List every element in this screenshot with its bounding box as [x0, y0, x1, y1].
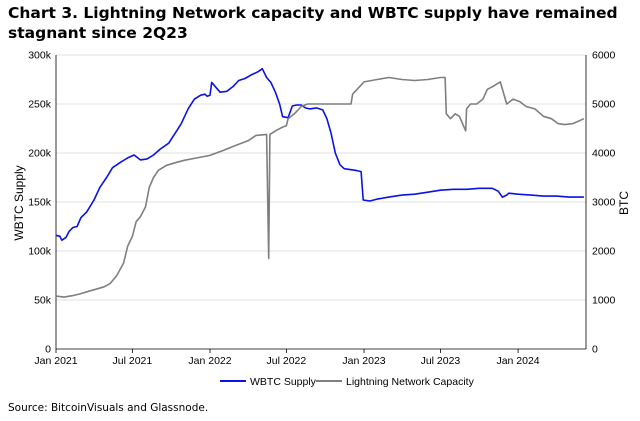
left-tick-label: 0 [45, 344, 51, 356]
series-lines [55, 67, 585, 298]
chart-axes [55, 55, 587, 350]
wbtc-supply-line [55, 67, 584, 241]
left-tick-label: 50k [34, 295, 52, 307]
chart-legend: WBTC Supply Lightning Network Capacity [220, 376, 475, 388]
x-axis-ticks: Jan 2021 Jul 2021 Jan 2022 Jul 2022 Jan 2023… [34, 349, 540, 367]
right-tick-label: 3000 [592, 197, 616, 209]
left-tick-label: 250k [28, 99, 52, 111]
lightning-network-capacity-line [55, 76, 585, 298]
right-tick-label: 4000 [592, 148, 616, 160]
right-axis-ticks: 0 1000 2000 3000 4000 5000 6000 [592, 50, 616, 356]
grid-lines [56, 54, 586, 301]
right-axis-title: BTC [617, 191, 631, 215]
right-tick-label: 0 [592, 344, 598, 356]
x-tick-label: Jan 2022 [188, 355, 231, 367]
source-note: Source: BitcoinVisuals and Glassnode. [8, 402, 209, 414]
x-tick-label: Jan 2021 [34, 355, 77, 367]
chart-title: Chart 3. Lightning Network capacity and … [8, 4, 618, 42]
left-tick-label: 100k [28, 246, 52, 258]
right-tick-label: 5000 [592, 99, 616, 111]
left-tick-label: 200k [28, 148, 52, 160]
left-axis-title: WBTC Supply [12, 165, 26, 240]
legend-label-lightning-network-capacity: Lightning Network Capacity [346, 376, 475, 388]
x-tick-label: Jul 2022 [267, 355, 307, 367]
x-tick-label: Jul 2021 [113, 355, 153, 367]
right-tick-label: 6000 [592, 50, 616, 62]
x-tick-label: Jan 2023 [342, 355, 385, 367]
x-tick-label: Jan 2024 [496, 355, 539, 367]
x-tick-label: Jul 2023 [421, 355, 461, 367]
right-tick-label: 2000 [592, 246, 616, 258]
legend-label-wbtc-supply: WBTC Supply [250, 376, 317, 388]
left-tick-label: 150k [28, 197, 52, 209]
left-tick-label: 300k [28, 50, 52, 62]
right-tick-label: 1000 [592, 295, 616, 307]
left-axis-ticks: 0 50k 100k 150k 200k 250k 300k [28, 50, 52, 356]
